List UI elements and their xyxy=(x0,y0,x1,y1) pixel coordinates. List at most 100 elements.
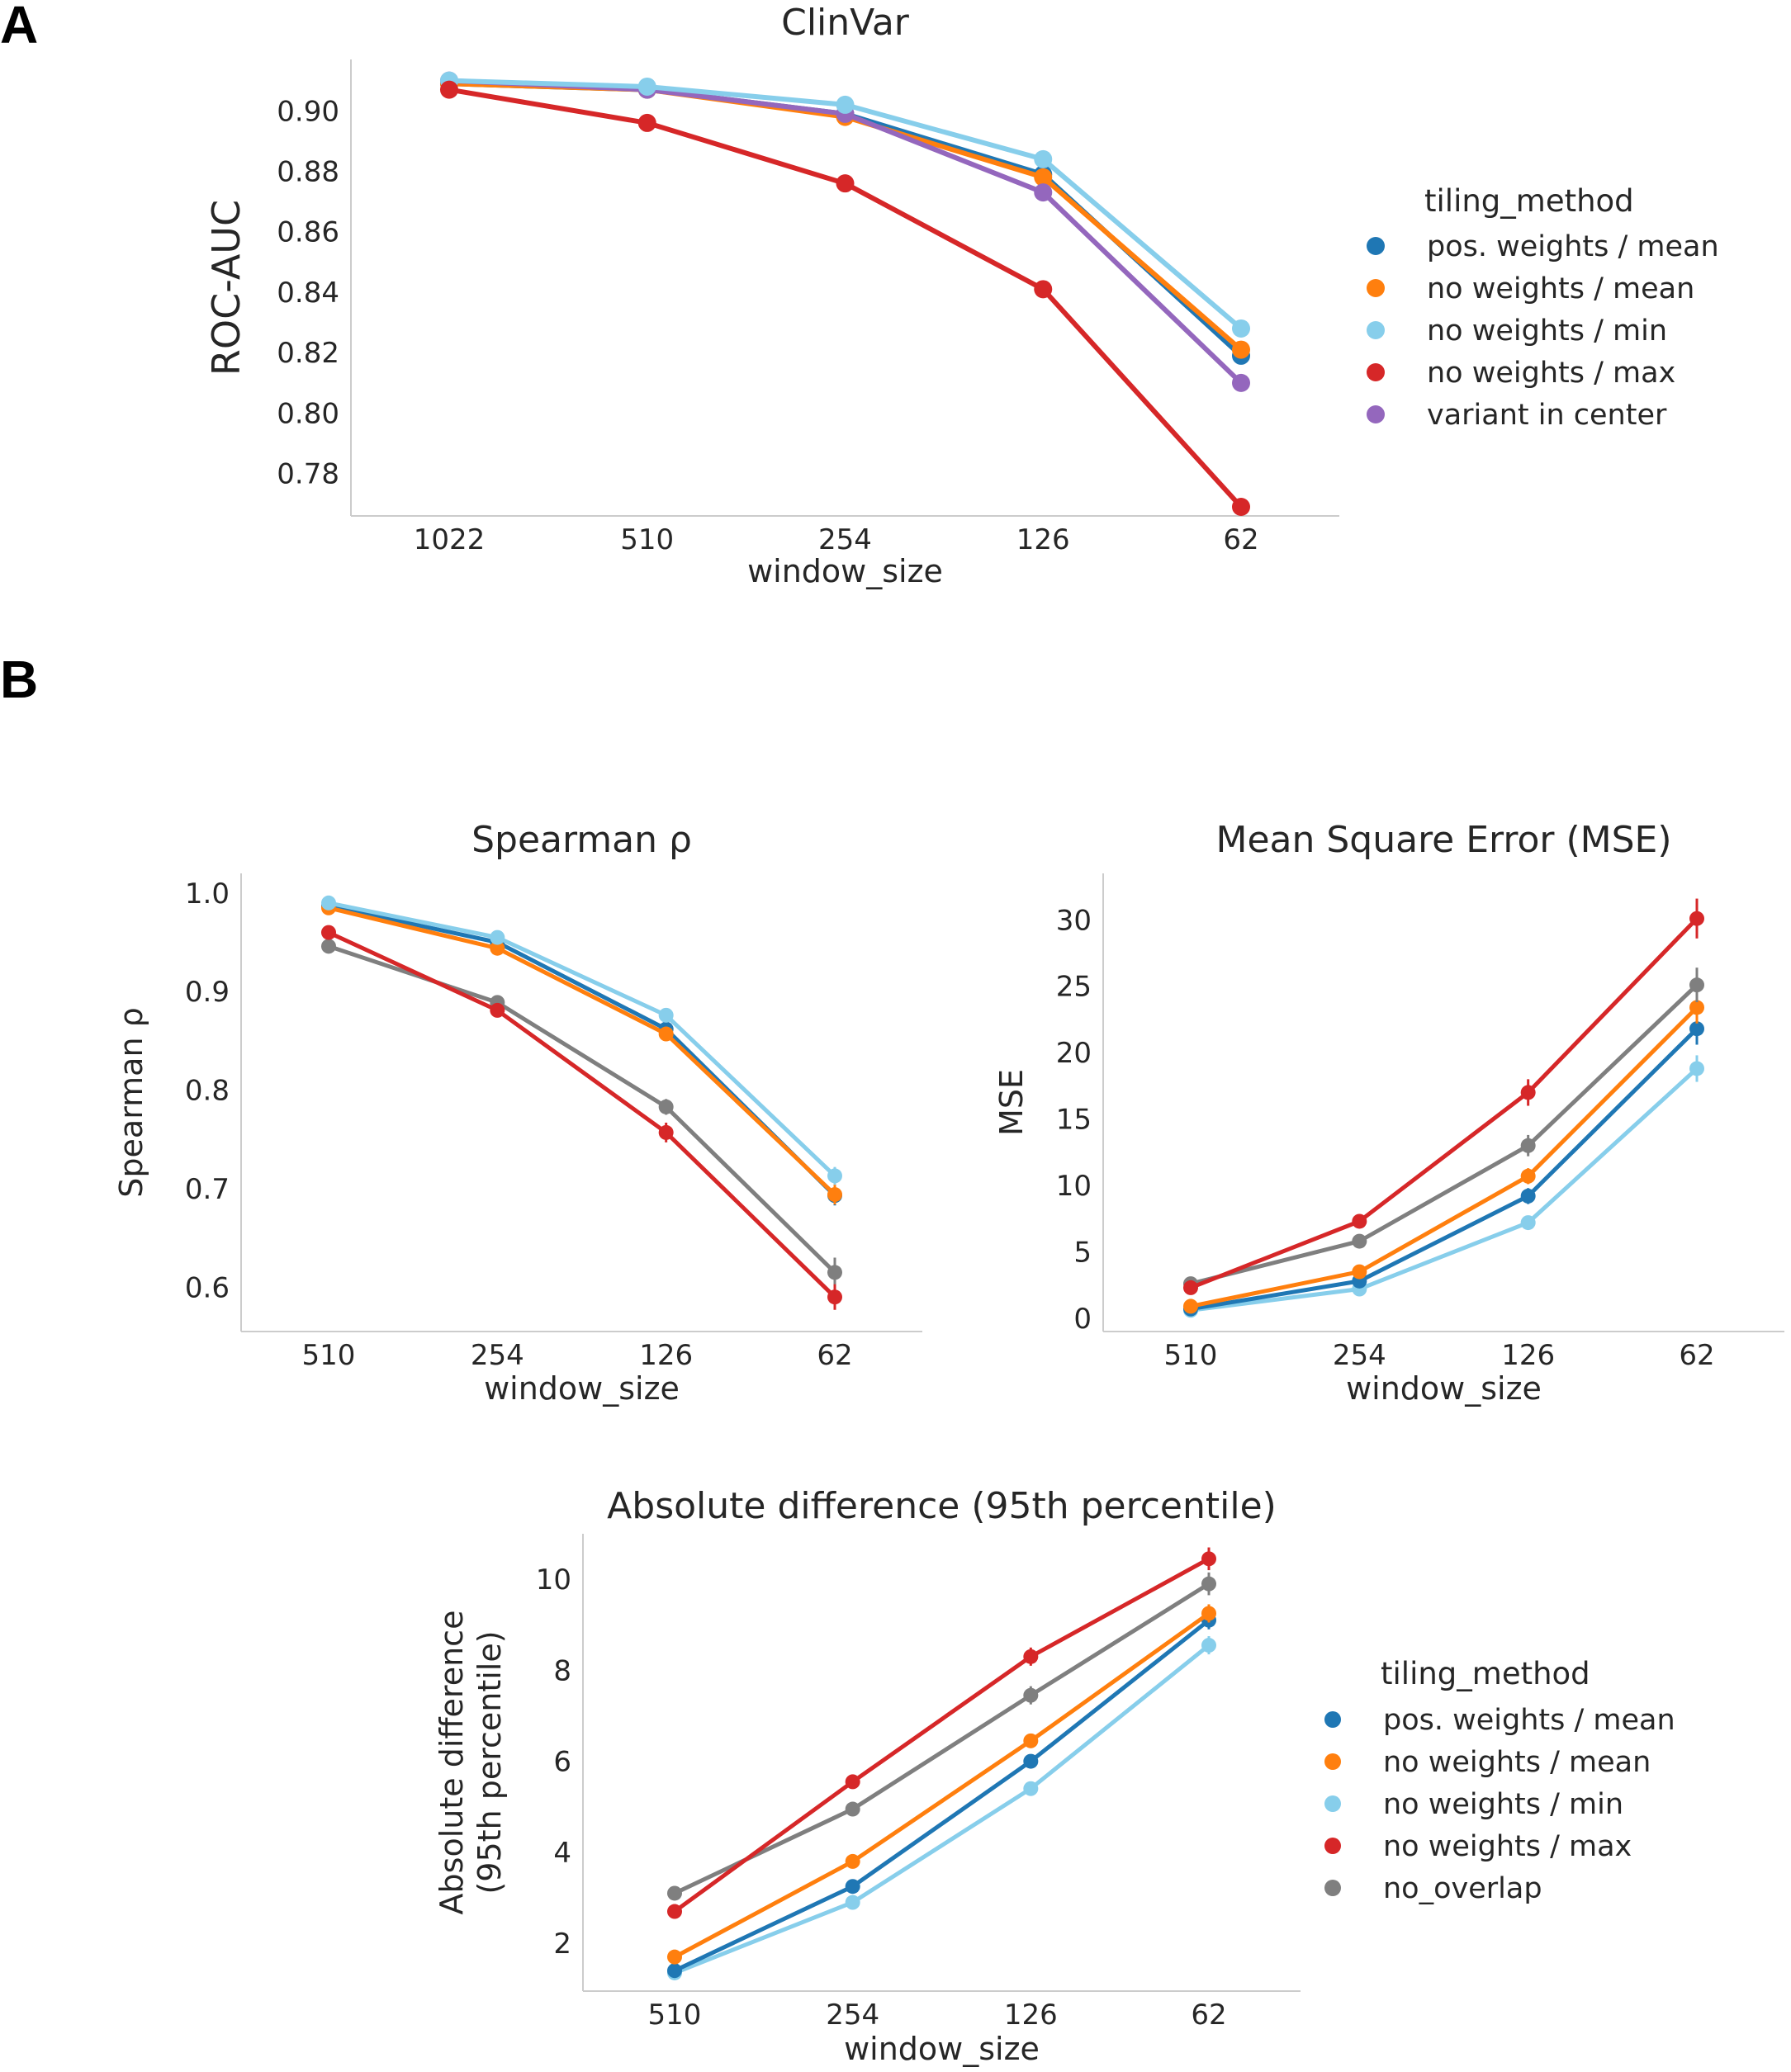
legend-a-label: no weights / mean xyxy=(1427,272,1694,305)
absdiff-data-point xyxy=(1023,1753,1039,1769)
mse-data-point xyxy=(1352,1233,1367,1249)
mse-title: Mean Square Error (MSE) xyxy=(1215,819,1671,861)
clinvar-y-tick-label: 0.90 xyxy=(277,95,339,128)
absdiff-y-tick-label: 2 xyxy=(553,1928,571,1961)
clinvar-y-tick-label: 0.88 xyxy=(277,156,339,189)
absdiff-series-line xyxy=(672,1582,1211,1895)
mse-y-tick-label: 25 xyxy=(1056,971,1092,1004)
spearman-x-tick-label: 254 xyxy=(471,1339,524,1372)
clinvar-x-tick-label: 62 xyxy=(1223,523,1258,556)
legend-b-item: no weights / mean xyxy=(1324,1746,1651,1779)
clinvar-data-point xyxy=(637,77,656,96)
absdiff-x-tick-label: 510 xyxy=(648,1999,702,2032)
chart-absdiff: Absolute difference (95th percentile) 2 4 6… xyxy=(434,1485,1301,2067)
mse-data-point xyxy=(1520,1138,1536,1153)
legend-a-item: variant in center xyxy=(1367,399,1667,432)
legend-b-label: no weights / mean xyxy=(1383,1746,1651,1779)
spearman-x-axis-label: window_size xyxy=(484,1370,680,1407)
legend-a-marker xyxy=(1367,279,1385,297)
legend-a-label: pos. weights / mean xyxy=(1427,230,1719,263)
clinvar-x-tick-label: 1022 xyxy=(414,523,486,556)
clinvar-x-tick-label: 254 xyxy=(818,523,872,556)
legend-a: tiling_method pos. weights / mean no wei… xyxy=(1367,183,1719,432)
clinvar-y-tick-label: 0.84 xyxy=(277,277,339,310)
clinvar-y-tick-label: 0.80 xyxy=(277,397,339,430)
absdiff-y-tick-label: 6 xyxy=(553,1746,571,1779)
spearman-series-line xyxy=(326,930,837,1299)
spearman-y-tick-label: 1.0 xyxy=(185,878,230,911)
mse-data-point xyxy=(1352,1264,1367,1280)
spearman-series xyxy=(321,939,842,1288)
spearman-series xyxy=(321,925,842,1310)
mse-x-tick-label: 62 xyxy=(1679,1339,1714,1372)
clinvar-data-point xyxy=(1232,373,1250,392)
panel-label-a: A xyxy=(0,0,38,54)
mse-x-axis-label: window_size xyxy=(1346,1370,1542,1407)
mse-series-line xyxy=(1188,982,1699,1286)
spearman-y-tick-label: 0.7 xyxy=(185,1173,230,1206)
spearman-series-line xyxy=(326,901,837,1178)
mse-data-point xyxy=(1689,1021,1704,1037)
mse-data-point xyxy=(1689,977,1704,993)
clinvar-data-point xyxy=(1232,340,1250,359)
legend-b-marker xyxy=(1324,1838,1341,1854)
mse-series-line xyxy=(1188,1067,1699,1313)
absdiff-data-point xyxy=(845,1879,860,1895)
clinvar-data-point xyxy=(1034,280,1053,299)
legend-b-marker xyxy=(1324,1795,1341,1812)
mse-series xyxy=(1183,991,1704,1314)
absdiff-series xyxy=(667,1572,1216,1901)
spearman-y-axis-label: Spearman ρ xyxy=(113,1007,149,1197)
spearman-series xyxy=(321,898,842,1206)
absdiff-series xyxy=(667,1547,1216,1919)
clinvar-series-line xyxy=(447,87,1244,509)
absdiff-y-tick-label: 8 xyxy=(553,1654,571,1687)
spearman-title: Spearman ρ xyxy=(471,819,692,861)
mse-y-tick-label: 20 xyxy=(1056,1037,1092,1070)
absdiff-y-axis-label-line: (95th percentile) xyxy=(471,1630,508,1894)
mse-data-point xyxy=(1183,1280,1198,1295)
absdiff-data-point xyxy=(1201,1606,1216,1621)
spearman-series-line xyxy=(326,906,837,1197)
spearman-data-point xyxy=(827,1187,842,1203)
clinvar-y-axis-label: ROC-AUC xyxy=(204,200,249,376)
clinvar-data-point xyxy=(1232,498,1250,517)
clinvar-x-axis-label: window_size xyxy=(747,553,943,589)
legend-b-item: no weights / min xyxy=(1324,1788,1623,1821)
spearman-data-point xyxy=(827,1289,842,1305)
absdiff-data-point xyxy=(667,1963,682,1979)
mse-series-line xyxy=(1188,1026,1699,1312)
legend-a-item: no weights / max xyxy=(1367,357,1675,390)
spearman-data-point xyxy=(490,930,505,945)
absdiff-data-point xyxy=(845,1774,860,1790)
legend-b-item: no_overlap xyxy=(1324,1872,1542,1905)
spearman-data-point xyxy=(658,1026,674,1042)
mse-series xyxy=(1183,1055,1704,1318)
absdiff-series-line xyxy=(672,1643,1211,1975)
spearman-y-tick-label: 0.9 xyxy=(185,976,230,1009)
mse-data-point xyxy=(1689,911,1704,926)
mse-series-line xyxy=(1188,1005,1699,1308)
chart-clinvar: ClinVar 0.78 0.80 0.82 0.84 0.86 0.88 0.90 1022 5… xyxy=(204,2,1339,589)
chart-spearman: Spearman ρ 0.6 0.7 0.8 0.9 1.0 510 254 126 62 wind… xyxy=(113,819,922,1407)
absdiff-data-point xyxy=(1023,1687,1039,1703)
legend-b-marker xyxy=(1324,1711,1341,1728)
absdiff-series-line xyxy=(672,1556,1211,1914)
spearman-data-point xyxy=(490,940,505,956)
spearman-data-point xyxy=(321,925,336,940)
mse-data-point xyxy=(1352,1213,1367,1229)
mse-data-point xyxy=(1520,1188,1536,1204)
mse-y-tick-label: 10 xyxy=(1056,1170,1092,1203)
mse-y-tick-label: 15 xyxy=(1056,1104,1092,1137)
absdiff-series xyxy=(667,1636,1216,1980)
absdiff-data-point xyxy=(1201,1638,1216,1653)
absdiff-data-point xyxy=(667,1885,682,1901)
absdiff-data-point xyxy=(1023,1733,1039,1748)
clinvar-title: ClinVar xyxy=(781,2,910,44)
spearman-data-point xyxy=(321,939,336,954)
clinvar-y-tick-label: 0.82 xyxy=(277,337,339,370)
clinvar-y-tick-label: 0.86 xyxy=(277,216,339,249)
absdiff-series xyxy=(667,1604,1216,1965)
legend-b-marker xyxy=(1324,1880,1341,1896)
